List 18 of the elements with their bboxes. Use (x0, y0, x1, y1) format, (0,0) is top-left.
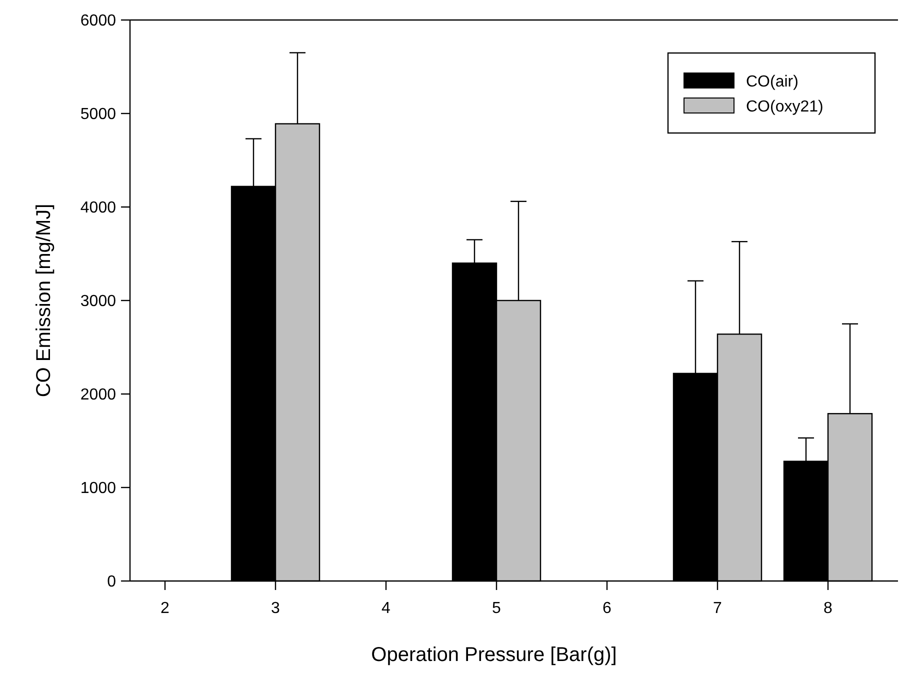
y-tick-label: 0 (107, 574, 116, 591)
y-tick-label: 1000 (80, 480, 116, 498)
x-tick-label: 5 (492, 600, 502, 617)
x-tick-label: 8 (824, 600, 833, 617)
y-tick-label: 6000 (80, 12, 116, 30)
x-axis-title: Operation Pressure [Bar(g)] (371, 644, 617, 666)
y-tick-label: 4000 (80, 200, 116, 217)
legend-label: CO(air) (746, 74, 798, 91)
y-tick-label: 2000 (80, 386, 116, 404)
y-tick-label: 3000 (80, 293, 116, 310)
x-tick-label: 6 (602, 600, 612, 617)
x-tick-label: 2 (160, 600, 170, 617)
y-tick-label: 5000 (80, 106, 116, 124)
x-tick-label: 3 (271, 600, 280, 617)
y-axis-title: CO Emission [mg/MJ] (33, 204, 55, 398)
x-tick-label: 4 (382, 600, 391, 617)
legend-label: CO(oxy21) (746, 98, 824, 116)
x-tick-label: 7 (713, 600, 722, 617)
